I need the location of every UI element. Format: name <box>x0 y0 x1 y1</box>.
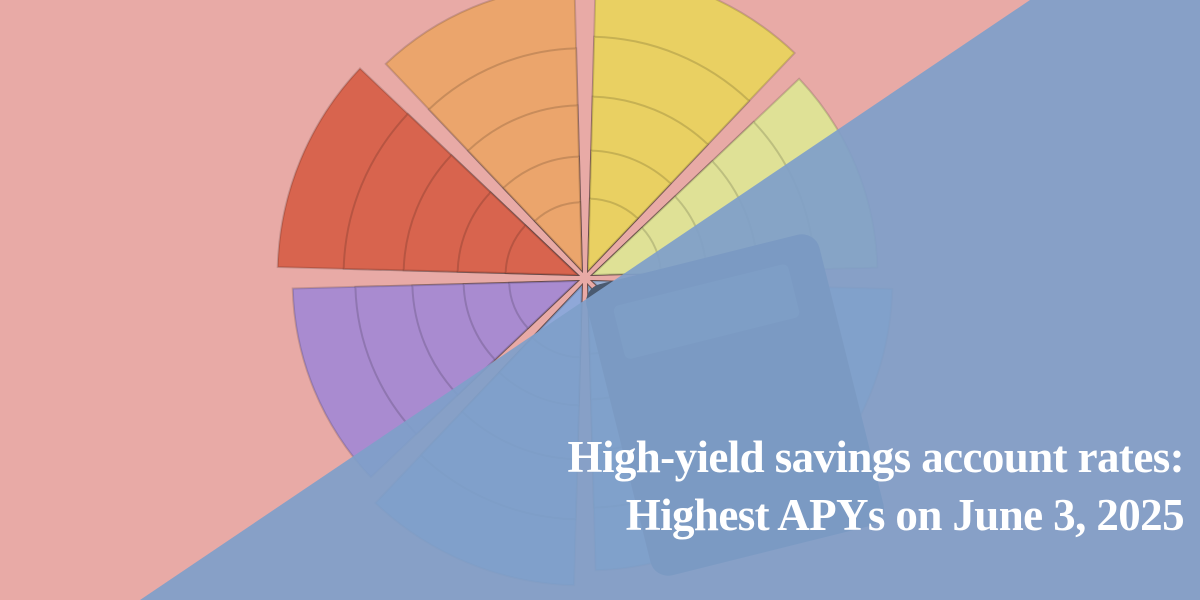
wedge-ring <box>586 197 640 274</box>
wedge-ring <box>533 201 584 274</box>
wedge-ring <box>504 223 581 277</box>
wedge-ring <box>508 279 581 330</box>
headline-line-1: High-yield savings account rates: <box>567 432 1185 482</box>
headline: High-yield savings account rates: Highes… <box>567 428 1185 544</box>
headline-line-2: Highest APYs on June 3, 2025 <box>625 490 1185 540</box>
blue-overlay <box>140 0 1200 600</box>
